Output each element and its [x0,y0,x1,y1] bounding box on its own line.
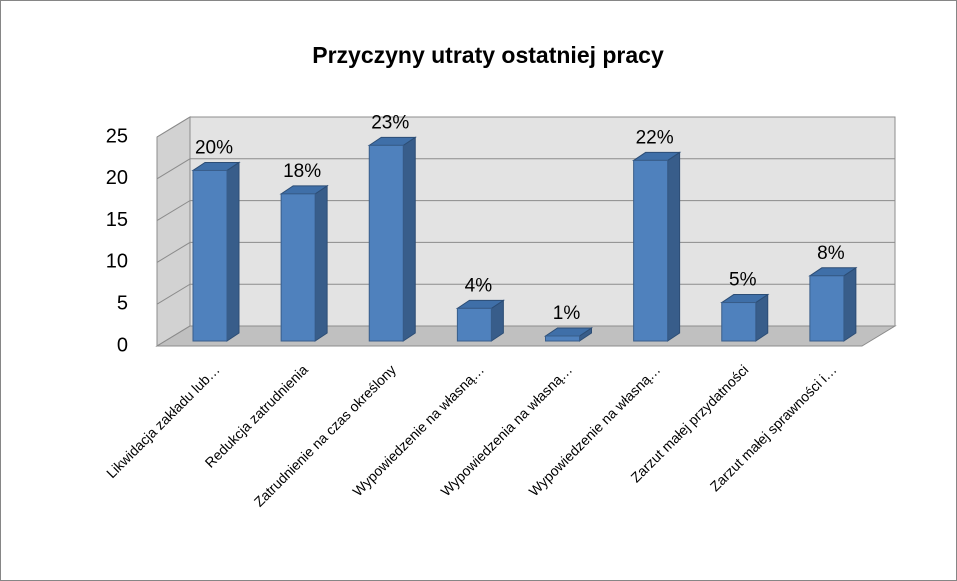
value-label: 8% [817,243,845,264]
walls [155,116,897,347]
value-label: 23% [371,112,409,133]
bar [808,266,858,342]
bar-front [633,159,669,342]
bar-front [192,169,228,342]
y-tick-label: 5 [117,292,128,314]
bar-side [667,151,681,342]
bar-front [368,144,404,342]
chart-title: Przyczyny utraty ostatniej pracy [312,42,664,68]
value-label: 4% [465,275,493,296]
bar-front [280,193,316,342]
bar [720,293,770,342]
bar [279,184,329,342]
bar-front [721,302,757,342]
side-wall [156,116,191,347]
bar [367,136,417,342]
bar-side [226,161,240,342]
value-label: 18% [283,161,321,182]
y-tick-label: 10 [106,251,128,273]
floor [155,325,897,347]
value-label: 1% [553,303,581,324]
y-tick-label: 20 [106,167,128,189]
bar [455,299,506,342]
value-label: 22% [636,127,674,148]
bar-front [456,307,492,342]
y-tick-label: 15 [106,209,128,231]
value-label: 5% [729,270,757,291]
bar-front [545,335,580,342]
bar-side [402,136,416,342]
value-label: 20% [195,137,233,158]
bar-side [314,184,328,342]
bar [191,161,241,342]
y-tick-label: 0 [117,334,128,356]
bar [631,151,682,342]
bar-front [809,275,845,342]
bar [543,327,594,342]
bar-side [843,266,857,342]
y-tick-label: 25 [106,125,128,147]
grid-line [156,116,895,138]
